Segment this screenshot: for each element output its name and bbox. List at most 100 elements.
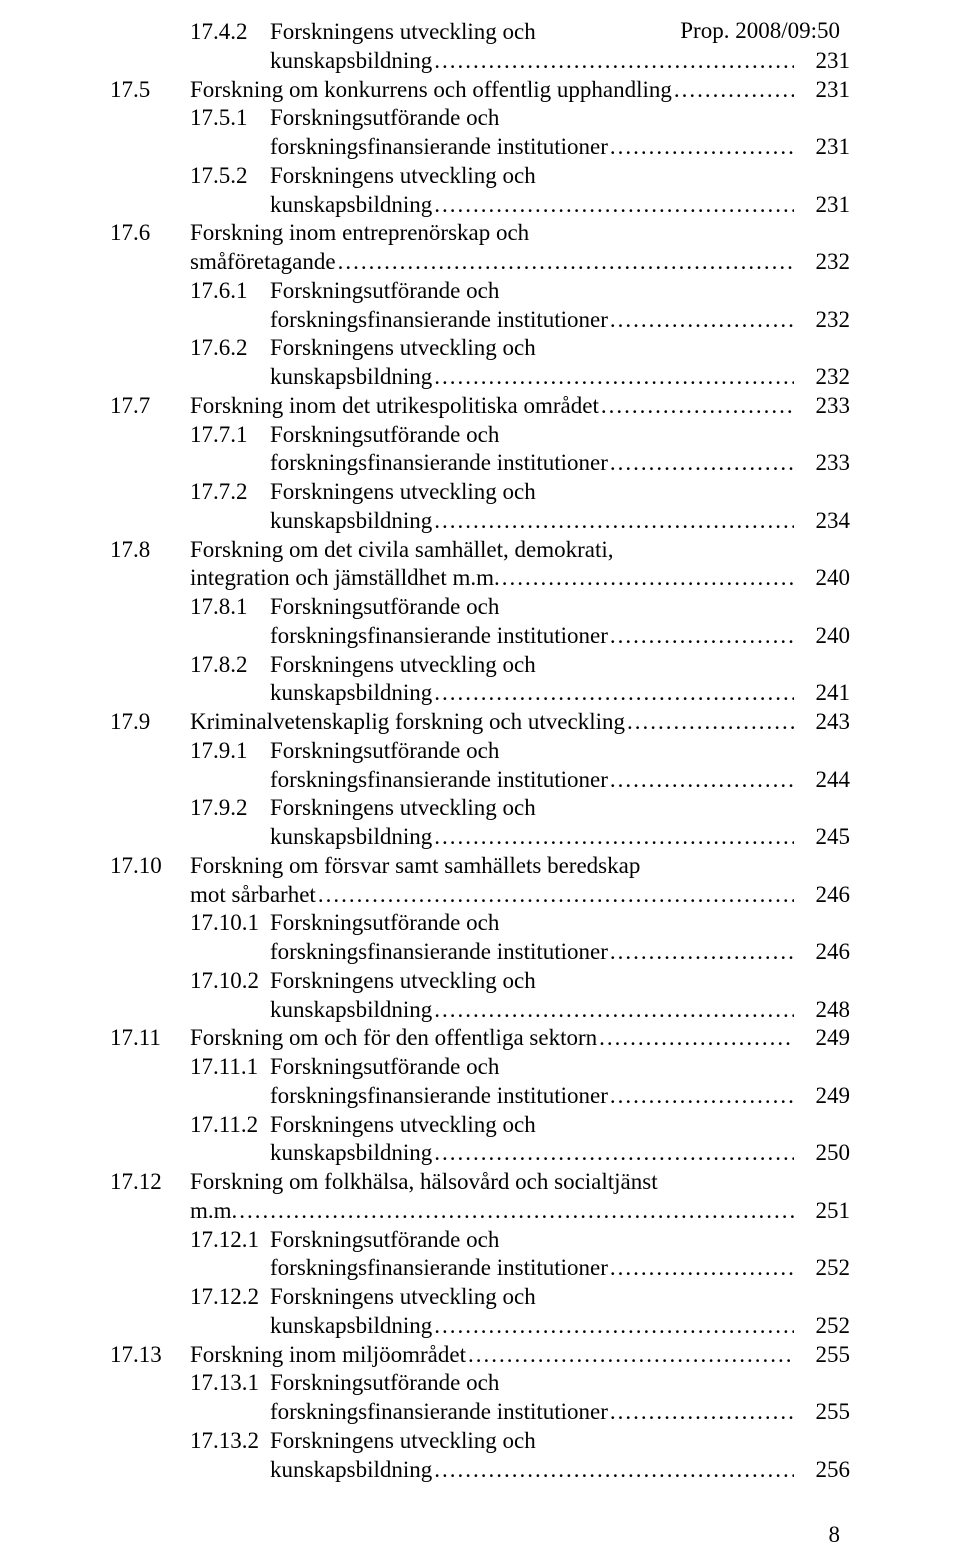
toc-row: småföretagande232 (110, 248, 850, 277)
page-number: 8 (829, 1522, 841, 1548)
toc-page: 234 (794, 507, 850, 536)
toc-page: 231 (794, 47, 850, 76)
toc-number: 17.8.1 (190, 593, 270, 622)
toc-row: forskningsfinansierande institutioner255 (110, 1398, 850, 1427)
toc-title: Forskningens utveckling och (270, 334, 850, 363)
toc-page: 232 (794, 306, 850, 335)
toc-row: 17.9.1Forskningsutförande och (110, 737, 850, 766)
toc-title: integration och jämställdhet m.m. (190, 564, 794, 593)
toc-page: 233 (794, 449, 850, 478)
toc-number: 17.13.1 (190, 1369, 270, 1398)
toc-row: 17.8Forskning om det civila samhället, d… (110, 536, 850, 565)
toc-page: 252 (794, 1254, 850, 1283)
toc-row: 17.10.1Forskningsutförande och (110, 909, 850, 938)
toc-title: Forskningens utveckling och (270, 162, 850, 191)
toc-row: 17.11.1Forskningsutförande och (110, 1053, 850, 1082)
toc-row: 17.10Forskning om försvar samt samhället… (110, 852, 850, 881)
toc-title: forskningsfinansierande institutioner (270, 622, 794, 651)
toc-title: Forskningsutförande och (270, 1369, 850, 1398)
toc-page: 232 (794, 363, 850, 392)
toc-page: 240 (794, 622, 850, 651)
toc-title: Forskningens utveckling och (270, 1111, 850, 1140)
toc-row: 17.13.1Forskningsutförande och (110, 1369, 850, 1398)
toc-number: 17.10 (110, 852, 190, 881)
toc-title: Forskningsutförande och (270, 737, 850, 766)
toc-number: 17.10.1 (190, 909, 270, 938)
toc-row: forskningsfinansierande institutioner240 (110, 622, 850, 651)
toc-row: kunskapsbildning250 (110, 1139, 850, 1168)
toc-number: 17.9.2 (190, 794, 270, 823)
toc-row: kunskapsbildning231 (110, 47, 850, 76)
toc-page: 232 (794, 248, 850, 277)
toc-page: 244 (794, 766, 850, 795)
toc-title: m.m. (190, 1197, 794, 1226)
toc-title: Forskningsutförande och (270, 421, 850, 450)
toc-row: forskningsfinansierande institutioner249 (110, 1082, 850, 1111)
toc-title: Forskningsutförande och (270, 277, 850, 306)
toc-title: Forskningens utveckling och (270, 478, 850, 507)
toc-number: 17.13 (110, 1341, 190, 1370)
toc-number: 17.7.2 (190, 478, 270, 507)
toc-title: Forskning om konkurrens och offentlig up… (190, 76, 794, 105)
toc-number: 17.12.2 (190, 1283, 270, 1312)
toc-row: 17.5Forskning om konkurrens och offentli… (110, 76, 850, 105)
toc-number: 17.13.2 (190, 1427, 270, 1456)
toc-page: 249 (794, 1024, 850, 1053)
toc-title: kunskapsbildning (270, 363, 794, 392)
toc-number: 17.12 (110, 1168, 190, 1197)
toc-row: 17.8.1Forskningsutförande och (110, 593, 850, 622)
toc-page: 255 (794, 1341, 850, 1370)
toc-row: m.m.251 (110, 1197, 850, 1226)
toc-title: Forskningsutförande och (270, 104, 850, 133)
toc-row: 17.7.1Forskningsutförande och (110, 421, 850, 450)
toc-title: kunskapsbildning (270, 1456, 794, 1485)
toc-title: kunskapsbildning (270, 191, 794, 220)
toc-title: Forskning om och för den offentliga sekt… (190, 1024, 794, 1053)
toc-page: 231 (794, 191, 850, 220)
toc-number: 17.4.2 (190, 18, 270, 47)
toc-number: 17.12.1 (190, 1226, 270, 1255)
toc-title: Forskningens utveckling och (270, 1283, 850, 1312)
table-of-contents: 17.4.2Forskningens utveckling ochkunskap… (110, 18, 850, 1484)
toc-title: kunskapsbildning (270, 996, 794, 1025)
toc-title: Forskningsutförande och (270, 1053, 850, 1082)
toc-number: 17.7 (110, 392, 190, 421)
toc-row: 17.11Forskning om och för den offentliga… (110, 1024, 850, 1053)
toc-page: 251 (794, 1197, 850, 1226)
toc-row: forskningsfinansierande institutioner231 (110, 133, 850, 162)
toc-row: 17.11.2Forskningens utveckling och (110, 1111, 850, 1140)
toc-number: 17.6.2 (190, 334, 270, 363)
toc-row: 17.12.1Forskningsutförande och (110, 1226, 850, 1255)
toc-page: 231 (794, 76, 850, 105)
toc-title: Forskningens utveckling och (270, 651, 850, 680)
toc-page: 250 (794, 1139, 850, 1168)
toc-title: forskningsfinansierande institutioner (270, 766, 794, 795)
toc-title: Forskningsutförande och (270, 593, 850, 622)
toc-row: kunskapsbildning231 (110, 191, 850, 220)
toc-row: 17.9Kriminalvetenskaplig forskning och u… (110, 708, 850, 737)
toc-title: Forskningsutförande och (270, 1226, 850, 1255)
toc-title: forskningsfinansierande institutioner (270, 938, 794, 967)
document-page: Prop. 2008/09:50 17.4.2 Forskningens utve… (0, 0, 960, 1566)
toc-page: 249 (794, 1082, 850, 1111)
toc-number: 17.11 (110, 1024, 190, 1053)
toc-number: 17.5 (110, 76, 190, 105)
toc-title: Forskning inom entreprenörskap och (190, 219, 850, 248)
toc-page: 252 (794, 1312, 850, 1341)
toc-row: forskningsfinansierande institutioner244 (110, 766, 850, 795)
toc-row: 17.6.1Forskningsutförande och (110, 277, 850, 306)
toc-row: 17.8.2Forskningens utveckling och (110, 651, 850, 680)
toc-number: 17.7.1 (190, 421, 270, 450)
toc-row: kunskapsbildning245 (110, 823, 850, 852)
toc-row: kunskapsbildning248 (110, 996, 850, 1025)
toc-number: 17.11.1 (190, 1053, 270, 1082)
toc-row: mot sårbarhet246 (110, 881, 850, 910)
toc-row: 17.5.1Forskningsutförande och (110, 104, 850, 133)
toc-row: 17.7Forskning inom det utrikespolitiska … (110, 392, 850, 421)
toc-title: forskningsfinansierande institutioner (270, 1398, 794, 1427)
toc-row: forskningsfinansierande institutioner233 (110, 449, 850, 478)
toc-page: 245 (794, 823, 850, 852)
toc-row: forskningsfinansierande institutioner246 (110, 938, 850, 967)
doc-reference: Prop. 2008/09:50 (680, 18, 840, 44)
toc-title: Forskning inom det utrikespolitiska områ… (190, 392, 794, 421)
